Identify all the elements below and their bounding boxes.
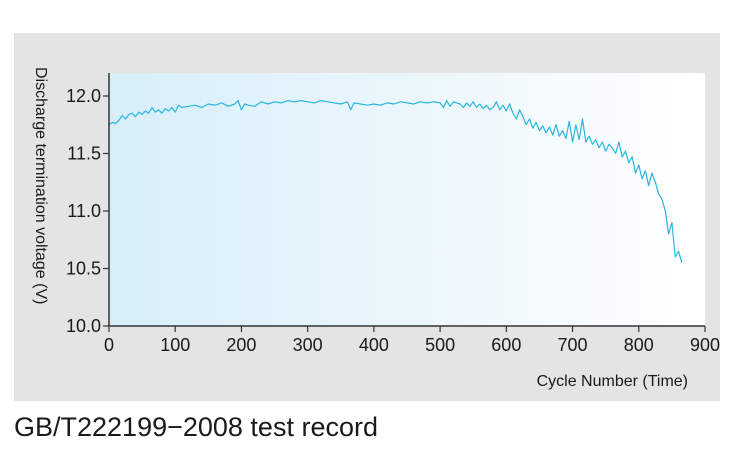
y-axis-title: Discharge termination voltage (V) bbox=[32, 67, 49, 304]
x-tick-label: 800 bbox=[624, 335, 654, 355]
figure-caption: GB/T222199−2008 test record bbox=[14, 412, 378, 442]
x-tick-label: 200 bbox=[226, 335, 256, 355]
x-axis-title: Cycle Number (Time) bbox=[537, 373, 688, 390]
x-tick-label: 600 bbox=[491, 335, 521, 355]
chart: 0 100 200 300 400 500 600 700 800 900 10.0 10.5 11.0… bbox=[32, 67, 720, 390]
x-tick-label: 400 bbox=[359, 335, 389, 355]
voltage-series-line bbox=[108, 99, 683, 263]
y-tick-label: 11.5 bbox=[67, 144, 101, 164]
x-tick-label: 900 bbox=[690, 335, 720, 355]
x-tick-label: 700 bbox=[558, 335, 588, 355]
x-tick-label: 100 bbox=[160, 335, 190, 355]
y-tick-label: 10.5 bbox=[66, 259, 101, 279]
y-tick-label: 10.0 bbox=[66, 316, 101, 336]
x-tick-label: 500 bbox=[425, 335, 455, 355]
figure-panel: 0 100 200 300 400 500 600 700 800 900 10.0 10.5 11.0… bbox=[14, 33, 720, 401]
x-tick-label: 300 bbox=[293, 335, 323, 355]
x-tick-label: 0 bbox=[104, 335, 114, 355]
y-tick-label: 12.0 bbox=[66, 86, 101, 106]
plot-area bbox=[109, 73, 705, 326]
y-tick-label: 11.0 bbox=[67, 201, 101, 221]
